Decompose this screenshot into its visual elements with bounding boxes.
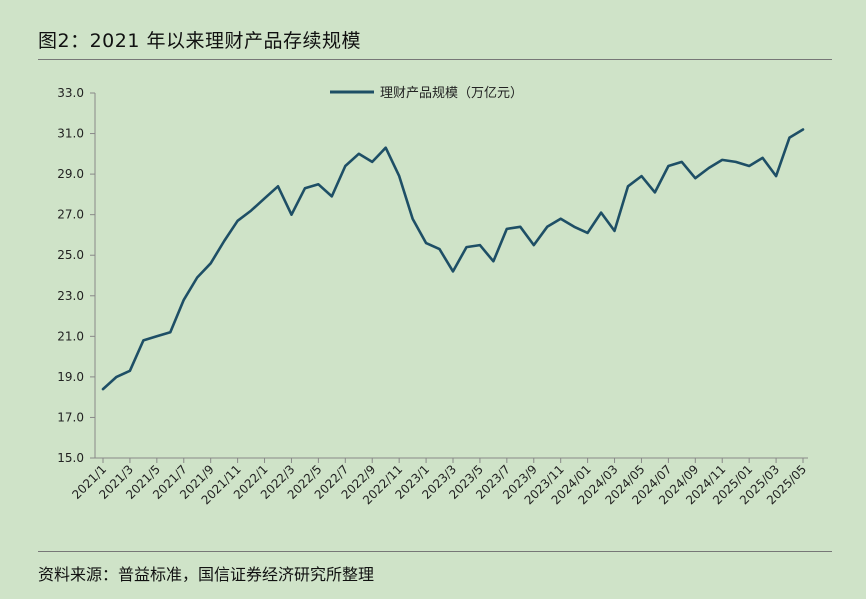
data-point — [640, 174, 644, 178]
data-point — [491, 259, 495, 263]
data-point — [693, 176, 697, 180]
data-point — [653, 190, 657, 194]
data-point — [115, 375, 119, 379]
data-point — [505, 227, 509, 231]
data-point — [532, 243, 536, 247]
data-point — [316, 182, 320, 186]
data-point — [424, 241, 428, 245]
data-point — [222, 239, 226, 243]
data-point — [155, 334, 159, 338]
data-point — [411, 217, 415, 221]
data-point — [438, 247, 442, 251]
data-point — [263, 196, 267, 200]
y-tick-label: 29.0 — [57, 167, 84, 181]
axes: 15.0 17.0 19.0 21.0 23.0 25.0 27.0 29.0 31.0 33.0… — [57, 86, 809, 507]
source-note: 资料来源：普益标准，国信证券经济研究所整理 — [38, 565, 375, 584]
data-point — [720, 158, 724, 162]
y-tick-label: 21.0 — [57, 329, 84, 343]
data-point — [545, 225, 549, 229]
y-tick-label: 17.0 — [57, 410, 84, 424]
data-point — [276, 184, 280, 188]
data-point — [707, 166, 711, 170]
legend: 理财产品规模（万亿元） — [330, 86, 523, 101]
y-tick-label: 25.0 — [57, 248, 84, 262]
y-tick-label: 19.0 — [57, 370, 84, 384]
data-point — [168, 330, 172, 334]
data-point — [774, 174, 778, 178]
series-line — [101, 128, 805, 391]
data-point — [451, 269, 455, 273]
data-point — [666, 164, 670, 168]
y-tick-label: 23.0 — [57, 289, 84, 303]
legend-label: 理财产品规模（万亿元） — [380, 86, 523, 101]
data-point — [599, 211, 603, 215]
data-point — [343, 164, 347, 168]
data-point — [141, 338, 145, 342]
data-point — [384, 146, 388, 150]
data-point — [357, 152, 361, 156]
data-point — [518, 225, 522, 229]
y-tick-label: 31.0 — [57, 127, 84, 141]
data-point — [747, 164, 751, 168]
data-point — [801, 128, 805, 132]
data-point — [734, 160, 738, 164]
y-tick-label: 27.0 — [57, 208, 84, 222]
data-point — [586, 231, 590, 235]
data-point — [370, 160, 374, 164]
data-point — [303, 186, 307, 190]
y-tick-label: 33.0 — [57, 86, 84, 100]
data-point — [290, 213, 294, 217]
data-point — [478, 243, 482, 247]
data-point — [788, 136, 792, 140]
data-point — [397, 174, 401, 178]
data-point — [465, 245, 469, 249]
top-divider — [38, 59, 832, 60]
data-point — [249, 209, 253, 213]
data-point — [572, 225, 576, 229]
data-point — [330, 194, 334, 198]
data-point — [680, 160, 684, 164]
chart-title: 图2：2021 年以来理财产品存续规模 — [38, 30, 361, 52]
data-point — [182, 298, 186, 302]
data-point — [613, 229, 617, 233]
data-point — [761, 156, 765, 160]
data-point — [128, 369, 132, 373]
data-point — [559, 217, 563, 221]
data-point — [209, 261, 213, 265]
y-tick-label: 15.0 — [57, 451, 84, 465]
data-point — [236, 219, 240, 223]
bottom-divider — [38, 551, 832, 552]
data-point — [101, 387, 105, 391]
plot-area — [101, 128, 805, 391]
data-point — [626, 184, 630, 188]
data-point — [195, 276, 199, 280]
